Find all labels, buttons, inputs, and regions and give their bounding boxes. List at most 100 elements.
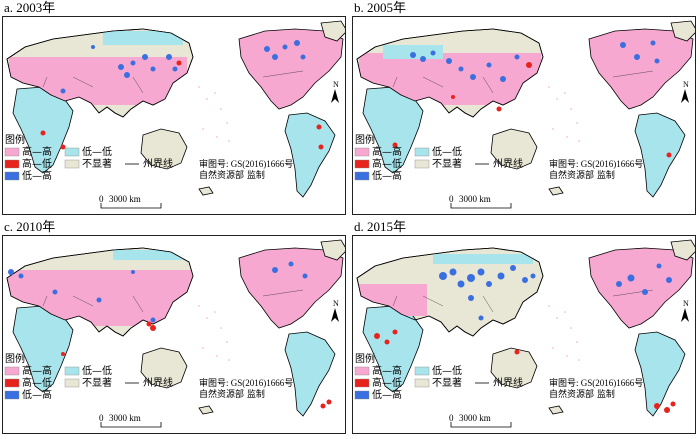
- eurasia-border: [356, 28, 544, 118]
- island-point: [564, 311, 566, 313]
- legend-swatch: [414, 366, 430, 376]
- low-high-point: [91, 45, 95, 49]
- legend-item-label: 低—高: [372, 388, 402, 401]
- high-low-point: [392, 142, 398, 148]
- legend-item-label: 高—高: [372, 364, 402, 377]
- island-point: [220, 327, 222, 329]
- legend-swatch: [64, 366, 80, 376]
- high-low-point: [40, 130, 46, 136]
- north-label: N: [333, 299, 339, 308]
- low-high-point: [300, 54, 306, 60]
- map-panel-2015: d. 2015年 N 图例 高—高 高—低 低—高 低—低 不显著 州界线 审图号: GS(20…: [350, 219, 700, 438]
- island-point: [206, 317, 208, 319]
- high-low-point: [496, 106, 502, 112]
- boundary-label: 州界线: [143, 157, 173, 170]
- low-high-point: [142, 54, 148, 60]
- low-high-point: [486, 281, 492, 287]
- legend-title: 图例: [5, 352, 25, 365]
- island-point: [578, 359, 580, 361]
- legend-item-label: 高—高: [22, 364, 52, 377]
- low-high-point: [420, 56, 426, 62]
- north-arrow: N: [681, 299, 689, 322]
- high-low-point: [326, 399, 332, 405]
- low-high-point: [478, 315, 484, 321]
- panel-title: b. 2005年: [354, 0, 407, 15]
- low-high-point: [294, 40, 300, 46]
- island-point: [216, 136, 218, 138]
- legend-swatch: [354, 171, 370, 181]
- legend-item-label: 高—低: [22, 157, 52, 170]
- legend-swatch: [4, 171, 20, 181]
- legend-item-label: 低—低: [82, 145, 112, 158]
- legend-item-label: 低—低: [432, 145, 462, 158]
- low-high-point: [96, 297, 102, 303]
- island-point: [220, 108, 222, 110]
- scale-zero: 0: [99, 194, 104, 204]
- low-high-point: [8, 269, 14, 275]
- scale-zero: 0: [99, 413, 104, 423]
- island-point: [198, 305, 200, 307]
- low-high-point: [118, 64, 124, 70]
- north-arrow-icon: [331, 308, 339, 322]
- island-point: [564, 92, 566, 94]
- low-low-region: [433, 254, 533, 264]
- low-high-point: [166, 54, 172, 60]
- scale-bar-line: [100, 203, 162, 209]
- island-point: [226, 341, 228, 343]
- panel-title: c. 2010年: [4, 219, 56, 234]
- low-high-point: [52, 289, 58, 295]
- low-high-point: [616, 281, 622, 287]
- eurasia-border: [356, 247, 544, 337]
- legend-item-label: 低—高: [22, 169, 52, 182]
- north-arrow: N: [331, 299, 339, 322]
- legend-item-label: 不显著: [432, 157, 462, 170]
- low-high-point: [514, 54, 520, 60]
- low-high-point: [468, 295, 474, 301]
- review-authority: 自然资源部 监制: [549, 388, 615, 400]
- island-point: [214, 311, 216, 313]
- low-high-point: [446, 58, 452, 64]
- eurasia-border: [6, 28, 194, 118]
- antarctic-islands: [548, 405, 564, 415]
- legend-swatch: [4, 366, 20, 376]
- legend-item-label: 低—高: [22, 388, 52, 401]
- low-high-point: [130, 60, 136, 66]
- legend-item-label: 高—低: [22, 376, 52, 389]
- review-authority: 自然资源部 监制: [199, 169, 265, 181]
- legend-item-label: 高—高: [372, 145, 402, 158]
- high-low-point: [150, 325, 156, 331]
- legend-title: 图例: [355, 133, 375, 146]
- island-point: [214, 92, 216, 94]
- legend-item-label: 高—高: [22, 145, 52, 158]
- state-boundaries: [392, 289, 654, 313]
- high-low-point: [374, 333, 380, 339]
- low-high-point: [467, 274, 475, 282]
- scale-distance: 3000 km: [109, 194, 141, 204]
- legend-swatch: [414, 378, 430, 388]
- high-low-point: [384, 339, 390, 345]
- antarctic-islands: [548, 186, 564, 196]
- scale-bar-line: [450, 203, 512, 209]
- high-low-point: [666, 152, 672, 158]
- world-map: N 图例 高—高 高—低 低—高 低—低 不显著 州界线 审图号: GS(2016)1666号自…: [352, 16, 696, 215]
- review-number: 审图号: GS(2016)1666号: [549, 158, 643, 169]
- low-high-point: [439, 272, 447, 280]
- map-panel-2003: a. 2003年 N 图例 高—高 高—低 低—高 低—低 不显著 州界线 审图号: GS(20…: [0, 0, 350, 219]
- scale-bar: 0 3000 km: [449, 194, 512, 209]
- island-point: [566, 136, 568, 138]
- island-point: [570, 108, 572, 110]
- island-point: [228, 359, 230, 361]
- review-number: 审图号: GS(2016)1666号: [549, 377, 643, 388]
- scale-bar: 0 3000 km: [99, 194, 162, 209]
- north-america-landmass: [588, 247, 694, 329]
- north-arrow-icon: [331, 89, 339, 103]
- legend-swatch: [354, 147, 370, 157]
- low-high-point: [264, 46, 270, 52]
- high-low-point: [514, 349, 520, 355]
- island-point: [578, 140, 580, 142]
- legend-item-label: 高—低: [372, 157, 402, 170]
- north-arrow-icon: [681, 89, 689, 103]
- north-arrow: N: [681, 80, 689, 103]
